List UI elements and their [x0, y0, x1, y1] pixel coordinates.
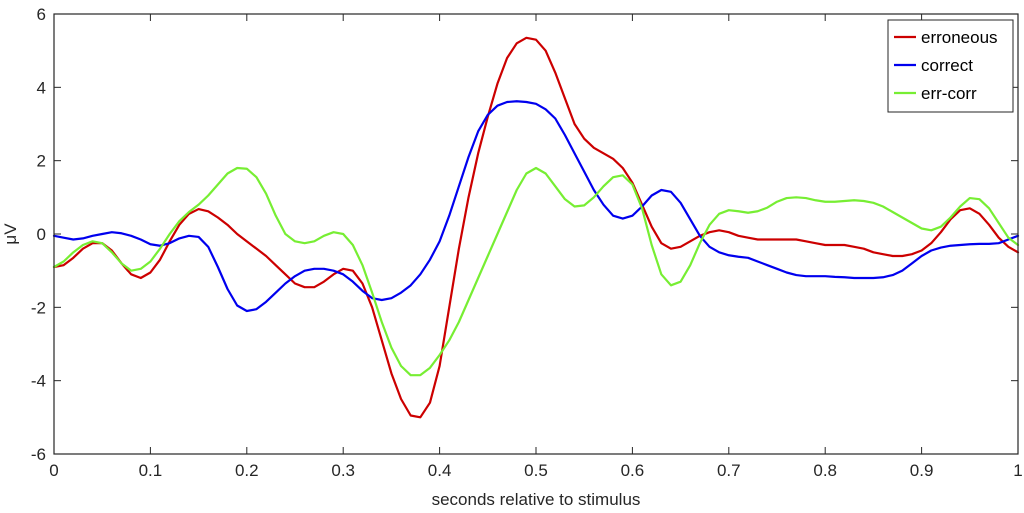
- y-tick-label: -4: [31, 372, 46, 391]
- x-tick-label: 0.5: [524, 461, 548, 480]
- legend-label-erroneous: erroneous: [921, 28, 998, 47]
- series-line-correct: [52, 100, 1020, 313]
- y-tick-label: 6: [37, 5, 46, 24]
- series-layer: [52, 36, 1020, 419]
- x-tick-label: 0.6: [621, 461, 645, 480]
- legend-label-err-corr: err-corr: [921, 84, 977, 103]
- y-tick-label: 2: [37, 152, 46, 171]
- x-axis-label: seconds relative to stimulus: [432, 490, 641, 509]
- x-tick-label: 0.9: [910, 461, 934, 480]
- y-tick-label: -2: [31, 298, 46, 317]
- x-tick-label: 0.2: [235, 461, 259, 480]
- x-tick-label: 0.7: [717, 461, 741, 480]
- x-tick-label: 0.8: [813, 461, 837, 480]
- y-axis-label: μV: [1, 223, 20, 245]
- y-tick-label: -6: [31, 445, 46, 464]
- x-tick-label: 0.3: [331, 461, 355, 480]
- y-axis-ticks: -6 -4 -2 0 2 4 6: [31, 5, 1018, 464]
- x-tick-label: 0.4: [428, 461, 452, 480]
- x-tick-label: 0: [49, 461, 58, 480]
- plot-frame: [53, 13, 1019, 455]
- legend-label-correct: correct: [921, 56, 973, 75]
- x-axis-ticks: 0 0.1 0.2 0.3 0.4 0.5 0.6 0.7 0.8 0.9 1: [49, 14, 1023, 480]
- legend: erroneous correct err-corr: [887, 19, 1014, 113]
- y-tick-label: 0: [37, 225, 46, 244]
- y-tick-label: 4: [37, 78, 46, 97]
- x-tick-label: 1: [1013, 461, 1022, 480]
- x-tick-label: 0.1: [139, 461, 163, 480]
- series-line-erroneous: [52, 36, 1020, 419]
- series-line-err-corr: [52, 166, 1020, 377]
